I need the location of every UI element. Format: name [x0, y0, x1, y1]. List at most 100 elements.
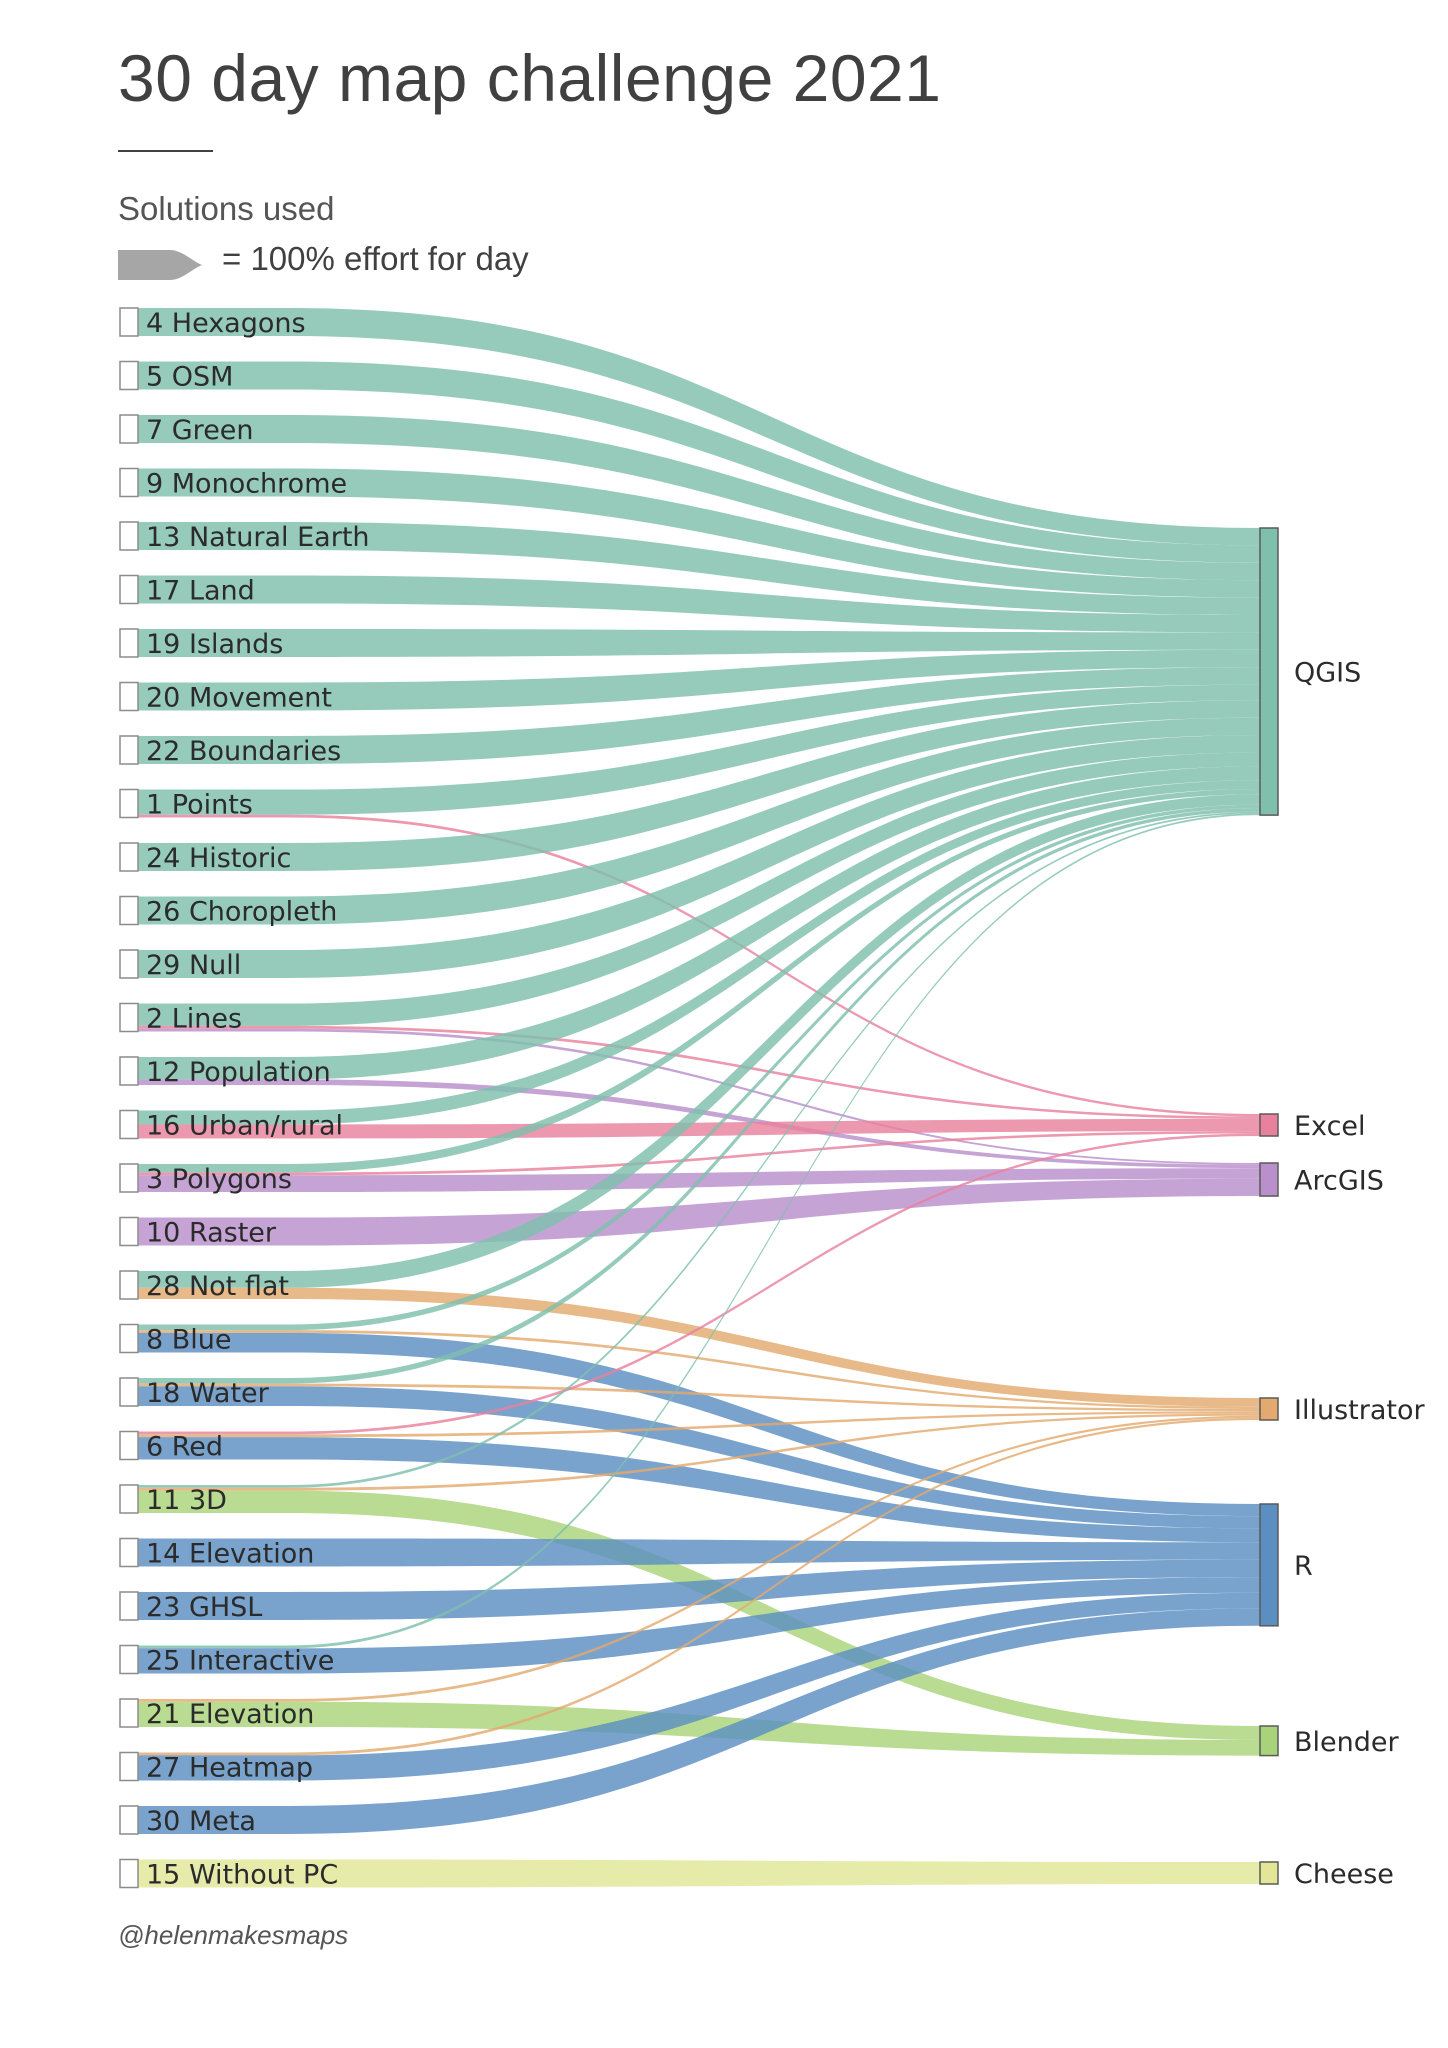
day-node: [119, 414, 139, 444]
day-node: [119, 842, 139, 872]
day-node: [119, 467, 139, 498]
day-node: [119, 681, 139, 712]
day-label: 30 Meta: [146, 1806, 256, 1837]
day-label: 6 Red: [146, 1432, 223, 1463]
day-node: [119, 628, 139, 658]
tool-node-blender: [1259, 1725, 1279, 1757]
tool-label-excel: Excel: [1294, 1111, 1366, 1142]
link-15-without-pc-to-cheese: [138, 1859, 1260, 1888]
link-9-monochrome-to-qgis: [138, 468, 1260, 598]
link-20-movement-to-qgis: [138, 649, 1260, 711]
link-14-elevation-to-r: [138, 1538, 1260, 1567]
link-23-ghsl-to-r: [138, 1559, 1260, 1620]
day-label: 28 Not flat: [146, 1271, 289, 1302]
day-label: 5 OSM: [146, 362, 233, 393]
day-node: [119, 1484, 139, 1514]
day-label: 20 Movement: [146, 683, 332, 714]
tool-node-r: [1259, 1503, 1279, 1627]
link-13-natural-earth-to-qgis: [138, 522, 1260, 615]
day-label: 10 Raster: [146, 1218, 277, 1249]
day-label: 24 Historic: [146, 843, 291, 874]
tool-label-blender: Blender: [1294, 1727, 1399, 1758]
link-8-blue-to-r: [138, 1332, 1260, 1517]
day-label: 7 Green: [146, 415, 254, 446]
day-label: 22 Boundaries: [146, 736, 341, 767]
legend-effort-text: = 100% effort for day: [222, 240, 529, 277]
credit-handle: @helenmakesmaps: [118, 1920, 349, 1950]
day-node: [119, 1109, 139, 1140]
sankey-links: [138, 308, 1260, 1888]
day-label: 9 Monochrome: [146, 469, 347, 500]
day-node: [119, 521, 139, 551]
link-22-boundaries-to-qgis: [138, 667, 1260, 764]
link-4-hexagons-to-qgis: [138, 308, 1260, 546]
day-node: [119, 735, 139, 765]
link-18-water-to-r: [138, 1386, 1260, 1529]
day-label: 21 Elevation: [146, 1699, 314, 1730]
link-1-points-to-qgis: [138, 684, 1260, 815]
link-17-land-to-qgis: [138, 575, 1260, 633]
day-label: 16 Urban/rural: [146, 1111, 343, 1142]
link-6-red-to-illustrator: [138, 1411, 1260, 1438]
day-label: 27 Heatmap: [146, 1753, 313, 1784]
sankey-nodes: 4 Hexagons 5 OSM 7 Green 9 Monochrome 13 Nat…: [119, 307, 1425, 1891]
day-node: [119, 788, 139, 819]
day-node: [119, 1216, 139, 1247]
day-node: [119, 1591, 139, 1621]
day-node: [119, 1163, 139, 1193]
day-label: 1 Points: [146, 790, 253, 821]
link-19-islands-to-qgis: [138, 629, 1260, 657]
link-7-green-to-qgis: [138, 415, 1260, 581]
day-label: 14 Elevation: [146, 1539, 314, 1570]
day-label: 8 Blue: [146, 1325, 232, 1356]
tool-label-cheese: Cheese: [1294, 1859, 1394, 1890]
day-label: 18 Water: [146, 1378, 270, 1409]
day-label: 4 Hexagons: [146, 308, 306, 339]
day-label: 11 3D: [146, 1485, 227, 1516]
day-node: [119, 1002, 139, 1033]
day-node: [119, 1270, 139, 1300]
day-node: [119, 1430, 139, 1461]
day-node: [119, 1858, 139, 1889]
link-26-choropleth-to-qgis: [138, 717, 1260, 925]
legend-effort-shape: [118, 250, 202, 280]
link-21-elevation-to-blender: [138, 1701, 1260, 1756]
tool-label-r: R: [1294, 1551, 1313, 1582]
day-node: [119, 1377, 139, 1407]
day-node: [119, 895, 139, 926]
day-node: [119, 1644, 139, 1675]
link-24-historic-to-qgis: [138, 700, 1260, 871]
day-node: [119, 949, 139, 979]
day-node: [119, 1751, 139, 1782]
tool-node-qgis: [1259, 527, 1279, 816]
link-5-osm-to-qgis: [138, 361, 1260, 563]
day-label: 2 Lines: [146, 1004, 242, 1035]
link-6-red-to-r: [138, 1437, 1260, 1543]
tool-node-arcgis: [1259, 1162, 1279, 1197]
day-label: 17 Land: [146, 576, 255, 607]
tool-node-excel: [1259, 1113, 1279, 1137]
tool-label-arcgis: ArcGIS: [1294, 1166, 1384, 1197]
day-node: [119, 360, 139, 391]
link-27-heatmap-to-r: [138, 1592, 1260, 1781]
day-node: [119, 1698, 139, 1728]
day-label: 29 Null: [146, 950, 241, 981]
day-node: [119, 574, 139, 605]
link-25-interactive-to-r: [138, 1577, 1260, 1674]
chart-subtitle: Solutions used: [118, 190, 335, 227]
tool-label-qgis: QGIS: [1294, 658, 1361, 689]
day-label: 26 Choropleth: [146, 897, 337, 928]
title-underline: [118, 150, 213, 152]
tool-label-illustrator: Illustrator: [1294, 1395, 1425, 1426]
day-label: 3 Polygons: [146, 1164, 292, 1195]
day-label: 13 Natural Earth: [146, 522, 370, 553]
day-node: [119, 307, 139, 337]
day-label: 15 Without PC: [146, 1860, 338, 1891]
day-node: [119, 1537, 139, 1568]
day-label: 12 Population: [146, 1057, 331, 1088]
link-18-water-to-illustrator: [138, 1383, 1260, 1412]
day-node: [119, 1056, 139, 1086]
link-10-raster-to-arcgis: [138, 1178, 1260, 1246]
link-29-null-to-qgis: [138, 735, 1260, 978]
